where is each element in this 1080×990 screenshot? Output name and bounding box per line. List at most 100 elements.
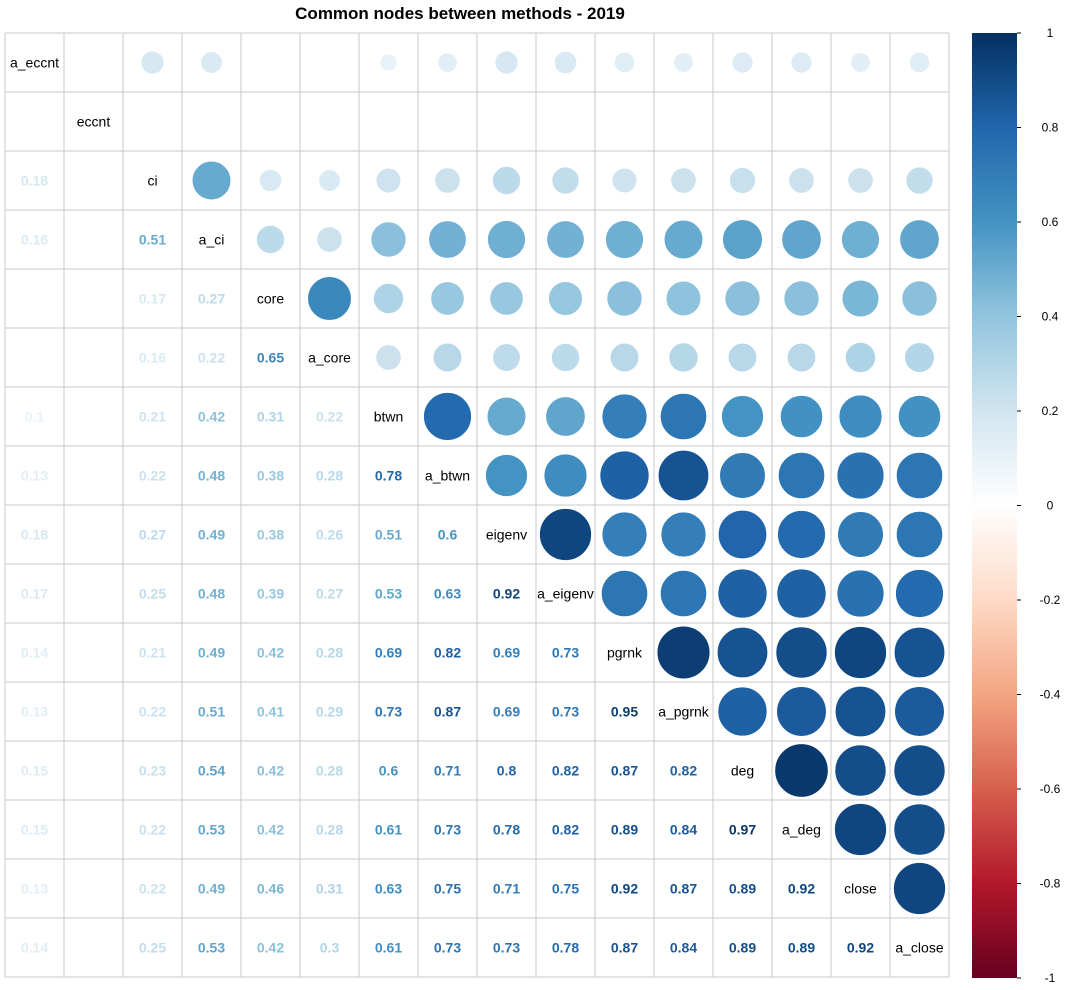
corr-value-a_deg-eigenv: 0.78 xyxy=(493,822,520,838)
corr-circle-a_btwn-eigenv xyxy=(485,454,528,497)
corr-circle-eigenv-close xyxy=(837,511,884,558)
corr-value-core-a_ci: 0.27 xyxy=(198,291,225,307)
colorbar-tick-label: 0.2 xyxy=(1042,404,1059,418)
corr-circle-a_btwn-deg xyxy=(719,452,766,499)
corr-value-a_close-core: 0.42 xyxy=(257,940,284,956)
corr-value-pgrnk-a_core: 0.28 xyxy=(316,645,343,661)
corr-value-a_core-ci: 0.16 xyxy=(139,350,166,366)
corr-circle-a_ci-a_core xyxy=(316,226,343,253)
corr-circle-a_ci-a_eigenv xyxy=(546,220,585,259)
corr-value-a_btwn-a_ci: 0.48 xyxy=(198,468,225,484)
corr-circle-core-a_deg xyxy=(783,280,820,317)
corr-value-a_eigenv-a_eccnt: 0.17 xyxy=(21,586,48,602)
corr-value-eigenv-a_btwn: 0.6 xyxy=(438,527,458,543)
corr-value-a_btwn-core: 0.38 xyxy=(257,468,284,484)
corr-circle-a_core-close xyxy=(844,341,877,374)
corr-circle-a_core-a_close xyxy=(904,342,935,373)
corr-value-a_pgrnk-a_btwn: 0.87 xyxy=(434,704,461,720)
corr-circle-eigenv-deg xyxy=(717,509,768,560)
diag-label-pgrnk: pgrnk xyxy=(607,645,643,661)
corr-circle-eigenv-a_pgrnk xyxy=(660,511,707,558)
corr-circle-ci-a_deg xyxy=(788,167,815,194)
corr-value-pgrnk-a_eccnt: 0.14 xyxy=(21,645,48,661)
corr-value-close-a_ci: 0.49 xyxy=(198,881,225,897)
corr-circle-a_eccnt-eigenv xyxy=(494,50,519,75)
corr-value-deg-a_core: 0.28 xyxy=(316,763,343,779)
corr-value-a_close-close: 0.92 xyxy=(847,940,874,956)
corr-value-a_pgrnk-pgrnk: 0.95 xyxy=(611,704,638,720)
corr-value-pgrnk-a_ci: 0.49 xyxy=(198,645,225,661)
chart-title: Common nodes between methods - 2019 xyxy=(295,4,625,23)
corr-value-pgrnk-eigenv: 0.69 xyxy=(493,645,520,661)
corr-value-a_deg-a_eigenv: 0.82 xyxy=(552,822,579,838)
corr-circle-eigenv-a_deg xyxy=(777,510,826,559)
corr-circle-a_ci-btwn xyxy=(370,221,407,258)
corr-value-close-a_eccnt: 0.13 xyxy=(21,881,48,897)
diag-label-a_btwn: a_btwn xyxy=(425,468,470,484)
corr-value-a_btwn-a_eccnt: 0.13 xyxy=(21,468,48,484)
diag-label-a_pgrnk: a_pgrnk xyxy=(658,704,710,720)
diag-label-ci: ci xyxy=(147,173,157,189)
corr-circle-a_eigenv-a_pgrnk xyxy=(659,569,708,618)
corr-value-a_close-btwn: 0.61 xyxy=(375,940,402,956)
corr-circle-pgrnk-a_pgrnk xyxy=(656,625,711,680)
corr-circle-core-btwn xyxy=(372,282,405,315)
diag-label-core: core xyxy=(257,291,284,307)
corr-value-close-a_core: 0.31 xyxy=(316,881,343,897)
corr-value-a_close-a_pgrnk: 0.84 xyxy=(670,940,697,956)
corr-value-deg-btwn: 0.6 xyxy=(379,763,399,779)
corr-value-close-eigenv: 0.71 xyxy=(493,881,520,897)
corr-circle-core-a_eigenv xyxy=(548,281,583,316)
corr-circle-ci-a_ci xyxy=(191,160,232,201)
corr-value-a_close-a_eccnt: 0.14 xyxy=(21,940,48,956)
corr-circle-eigenv-a_eigenv xyxy=(539,508,592,561)
corr-value-deg-pgrnk: 0.87 xyxy=(611,763,638,779)
diag-label-a_deg: a_deg xyxy=(782,822,821,838)
corr-value-pgrnk-a_eigenv: 0.73 xyxy=(552,645,579,661)
corr-circle-btwn-deg xyxy=(721,395,764,438)
corr-circle-ci-a_close xyxy=(905,166,934,195)
corr-value-a_close-deg: 0.89 xyxy=(729,940,756,956)
corr-circle-deg-a_close xyxy=(893,744,946,797)
corr-circle-a_eigenv-deg xyxy=(717,568,768,619)
corr-circle-deg-a_deg xyxy=(774,743,829,798)
colorbar-tick-label: 0.6 xyxy=(1042,215,1059,229)
corr-value-a_deg-a_ci: 0.53 xyxy=(198,822,225,838)
corr-value-a_close-a_eigenv: 0.78 xyxy=(552,940,579,956)
corr-circle-a_core-pgrnk xyxy=(609,342,640,373)
corr-value-deg-a_ci: 0.54 xyxy=(198,763,225,779)
corr-value-eigenv-a_eccnt: 0.18 xyxy=(21,527,48,543)
corr-value-a_pgrnk-a_eigenv: 0.73 xyxy=(552,704,579,720)
corr-circle-btwn-a_deg xyxy=(779,394,824,439)
corr-circle-a_core-deg xyxy=(727,342,758,373)
corr-value-deg-a_btwn: 0.71 xyxy=(434,763,461,779)
corr-circle-core-a_close xyxy=(901,280,938,317)
corr-circle-deg-close xyxy=(834,744,887,797)
corr-circle-a_ci-a_pgrnk xyxy=(663,219,704,260)
corr-circle-ci-btwn xyxy=(375,167,402,194)
corr-circle-a_btwn-a_pgrnk xyxy=(657,449,710,502)
corr-circle-btwn-a_close xyxy=(897,394,942,439)
corr-value-a_core-core: 0.65 xyxy=(257,350,284,366)
corr-circle-a_core-a_btwn xyxy=(432,342,463,373)
corr-value-btwn-a_core: 0.22 xyxy=(316,409,343,425)
corr-circle-a_ci-a_deg xyxy=(781,219,822,260)
corr-circle-eigenv-a_close xyxy=(895,510,944,559)
corr-value-close-deg: 0.89 xyxy=(729,881,756,897)
corr-circle-a_core-a_deg xyxy=(786,342,817,373)
colorbar-tick-label: 0.4 xyxy=(1042,310,1059,324)
corr-value-pgrnk-a_btwn: 0.82 xyxy=(434,645,461,661)
colorbar-tick-label: -0.8 xyxy=(1040,877,1061,891)
corr-value-a_deg-core: 0.42 xyxy=(257,822,284,838)
corr-value-a_close-ci: 0.25 xyxy=(139,940,166,956)
corr-value-a_eigenv-core: 0.39 xyxy=(257,586,284,602)
corr-value-a_pgrnk-ci: 0.22 xyxy=(139,704,166,720)
corr-value-close-a_deg: 0.92 xyxy=(788,881,815,897)
colorbar-tick-label: -1 xyxy=(1045,971,1056,985)
diag-label-eigenv: eigenv xyxy=(486,527,527,543)
corr-circle-core-close xyxy=(841,279,880,318)
corr-value-a_deg-deg: 0.97 xyxy=(729,822,756,838)
corr-value-a_deg-pgrnk: 0.89 xyxy=(611,822,638,838)
corr-circle-core-a_core xyxy=(307,276,352,321)
colorbar-tick-label: 1 xyxy=(1047,26,1054,40)
